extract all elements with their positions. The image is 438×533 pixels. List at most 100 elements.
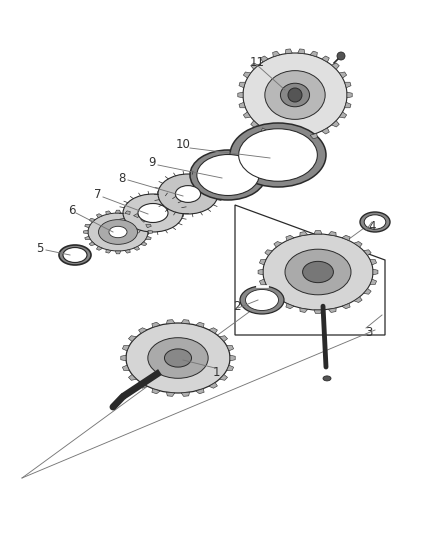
Ellipse shape — [109, 227, 127, 238]
Ellipse shape — [126, 323, 230, 393]
Text: 10: 10 — [176, 139, 191, 151]
Polygon shape — [298, 49, 305, 54]
Text: 5: 5 — [36, 241, 44, 254]
Polygon shape — [134, 214, 140, 217]
Polygon shape — [286, 235, 294, 240]
Polygon shape — [239, 82, 245, 88]
Polygon shape — [89, 219, 95, 222]
Polygon shape — [373, 269, 378, 275]
Polygon shape — [342, 303, 350, 309]
Polygon shape — [274, 241, 282, 247]
Polygon shape — [370, 260, 377, 265]
Polygon shape — [354, 241, 362, 247]
Ellipse shape — [123, 194, 183, 232]
Polygon shape — [141, 242, 147, 246]
Circle shape — [337, 52, 345, 60]
Polygon shape — [310, 133, 318, 139]
Polygon shape — [321, 56, 329, 62]
Polygon shape — [115, 251, 120, 254]
Polygon shape — [364, 288, 371, 294]
Polygon shape — [345, 102, 351, 108]
Circle shape — [288, 88, 302, 102]
Polygon shape — [345, 82, 351, 88]
Ellipse shape — [285, 249, 351, 295]
Polygon shape — [89, 242, 95, 246]
Polygon shape — [106, 211, 111, 214]
Text: 2: 2 — [233, 301, 241, 313]
Ellipse shape — [88, 213, 148, 251]
Polygon shape — [238, 92, 243, 98]
Polygon shape — [96, 214, 102, 217]
Polygon shape — [166, 320, 175, 324]
Ellipse shape — [158, 174, 218, 214]
Polygon shape — [239, 102, 245, 108]
Polygon shape — [244, 72, 251, 78]
Text: 6: 6 — [68, 205, 76, 217]
Polygon shape — [300, 231, 307, 236]
Ellipse shape — [63, 247, 87, 262]
Polygon shape — [125, 249, 130, 253]
Ellipse shape — [360, 212, 390, 232]
Polygon shape — [364, 250, 371, 255]
Polygon shape — [196, 389, 204, 394]
Ellipse shape — [230, 123, 326, 187]
Polygon shape — [273, 51, 280, 56]
Ellipse shape — [165, 349, 191, 367]
Polygon shape — [259, 260, 266, 265]
Polygon shape — [196, 322, 204, 327]
Polygon shape — [230, 355, 235, 361]
Polygon shape — [310, 51, 318, 56]
Polygon shape — [146, 236, 151, 240]
Polygon shape — [209, 328, 217, 333]
Polygon shape — [314, 310, 322, 313]
Ellipse shape — [175, 185, 201, 203]
Polygon shape — [84, 230, 88, 233]
Polygon shape — [273, 133, 280, 139]
Polygon shape — [227, 345, 233, 351]
Polygon shape — [138, 383, 147, 388]
Ellipse shape — [280, 83, 310, 107]
Polygon shape — [122, 365, 129, 370]
Polygon shape — [286, 303, 294, 309]
Polygon shape — [85, 224, 90, 228]
Ellipse shape — [246, 289, 279, 311]
Ellipse shape — [190, 150, 266, 200]
Polygon shape — [181, 320, 190, 324]
Polygon shape — [141, 219, 147, 222]
Polygon shape — [146, 224, 151, 228]
Polygon shape — [347, 92, 352, 98]
Ellipse shape — [59, 245, 91, 265]
Text: 1: 1 — [212, 366, 220, 378]
Polygon shape — [285, 49, 292, 54]
Polygon shape — [96, 246, 102, 251]
Polygon shape — [125, 211, 130, 214]
Text: 4: 4 — [368, 221, 376, 233]
Polygon shape — [339, 112, 346, 118]
Polygon shape — [152, 389, 160, 394]
Text: 9: 9 — [148, 157, 156, 169]
Ellipse shape — [239, 129, 318, 181]
Polygon shape — [128, 375, 137, 380]
Polygon shape — [332, 63, 339, 69]
Polygon shape — [332, 120, 339, 127]
Polygon shape — [274, 297, 282, 303]
Polygon shape — [235, 205, 385, 335]
Polygon shape — [122, 345, 129, 351]
Polygon shape — [328, 308, 336, 312]
Polygon shape — [181, 392, 190, 397]
Polygon shape — [300, 308, 307, 312]
Ellipse shape — [263, 234, 373, 310]
Polygon shape — [261, 128, 268, 134]
Ellipse shape — [138, 204, 168, 222]
Polygon shape — [148, 230, 152, 233]
Text: 7: 7 — [94, 189, 102, 201]
Polygon shape — [227, 365, 233, 370]
Polygon shape — [342, 235, 350, 240]
Polygon shape — [259, 279, 266, 285]
Polygon shape — [265, 288, 272, 294]
Ellipse shape — [323, 376, 331, 381]
Polygon shape — [370, 279, 377, 285]
Polygon shape — [134, 246, 140, 251]
Polygon shape — [251, 120, 258, 127]
Text: 11: 11 — [250, 56, 265, 69]
